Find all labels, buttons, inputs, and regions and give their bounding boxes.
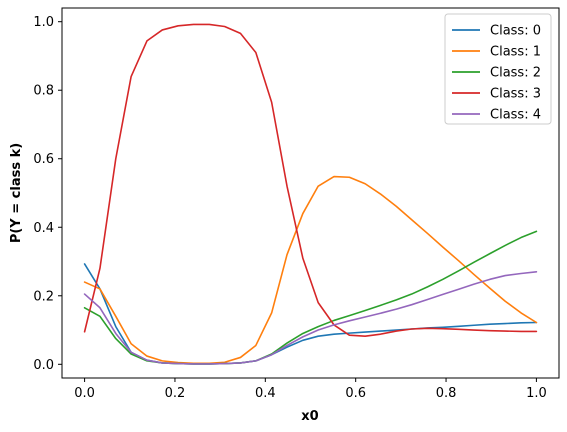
- x-tick-label: 1.0: [526, 386, 547, 401]
- y-tick-label: 0.0: [33, 358, 54, 373]
- legend-label-class-1: Class: 1: [490, 45, 541, 60]
- legend-label-class-2: Class: 2: [490, 66, 541, 81]
- y-tick-label: 0.2: [33, 289, 54, 304]
- x-tick-label: 0.4: [255, 386, 276, 401]
- series-line-class-2: [83, 230, 538, 365]
- legend: Class: 0 Class: 1 Class: 2 Class: 3 Class: 4: [444, 13, 552, 125]
- legend-label-class-0: Class: 0: [490, 24, 541, 39]
- series-lines: [83, 23, 538, 365]
- legend-box: [444, 13, 552, 125]
- series-line-class-1: [83, 175, 538, 365]
- y-axis-label: P(Y = class k): [9, 143, 24, 243]
- y-tick-label: 0.8: [33, 84, 54, 99]
- x-tick-label: 0.0: [74, 386, 95, 401]
- x-axis-label: x0: [301, 409, 318, 424]
- y-tick-label: 0.6: [33, 152, 54, 167]
- x-axis-ticks: 0.0 0.2 0.4 0.6 0.8 1.0: [74, 378, 547, 401]
- x-tick-label: 0.2: [165, 386, 186, 401]
- y-tick-label: 0.4: [33, 221, 54, 236]
- legend-label-class-4: Class: 4: [490, 108, 541, 123]
- series-line-class-4: [83, 270, 538, 365]
- series-line-class-3: [83, 23, 538, 338]
- legend-label-class-3: Class: 3: [490, 87, 541, 102]
- x-tick-label: 0.8: [436, 386, 457, 401]
- x-tick-label: 0.6: [345, 386, 366, 401]
- y-axis-ticks: 0.0 0.2 0.4 0.6 0.8 1.0: [33, 15, 62, 373]
- legend-items: Class: 0 Class: 1 Class: 2 Class: 3 Class: 4: [452, 24, 541, 123]
- y-tick-label: 1.0: [33, 15, 54, 30]
- plot-frame: [61, 7, 560, 379]
